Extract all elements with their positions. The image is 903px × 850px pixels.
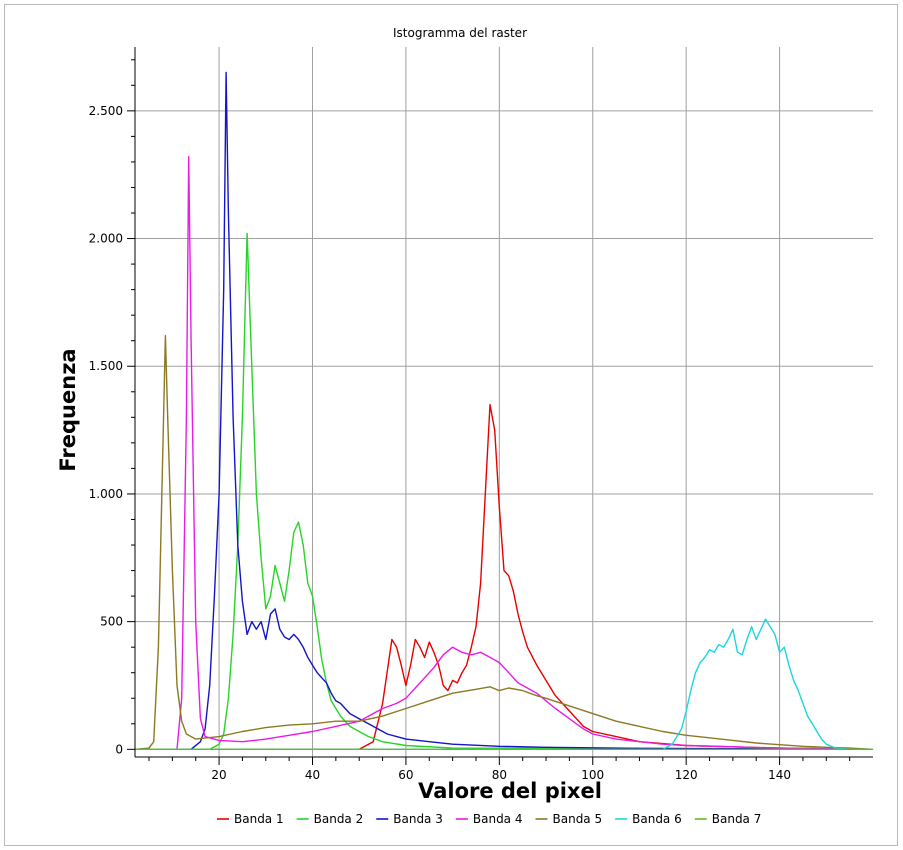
chart-title: Istogramma del raster xyxy=(393,26,527,40)
legend-entry: Banda 7 xyxy=(712,812,762,826)
y-tick-label: 2.500 xyxy=(89,104,123,118)
legend-entry: Banda 4 xyxy=(473,812,523,826)
x-tick-label: 40 xyxy=(305,768,320,782)
y-tick-label: 2.000 xyxy=(89,232,123,246)
series-line-banda-5 xyxy=(134,334,874,750)
series-line-banda-2 xyxy=(135,232,874,750)
x-axis-title: Valore del pixel xyxy=(418,779,602,803)
x-tick-label: 140 xyxy=(768,768,791,782)
y-tick-label: 500 xyxy=(100,615,123,629)
legend: Banda 1 Banda 2 Banda 3 Banda 4 Banda 5 Banda… xyxy=(217,812,761,826)
x-tick-label: 80 xyxy=(492,768,507,782)
x-tick-label: 100 xyxy=(581,768,604,782)
legend-entry: Banda 2 xyxy=(314,812,364,826)
legend-entry: Banda 5 xyxy=(553,812,603,826)
histogram-chart: Istogramma del raster 20 40 60 80 100 120 140 … xyxy=(56,26,874,826)
series-line-banda-3 xyxy=(135,71,874,750)
y-tick-label: 1.500 xyxy=(89,359,123,373)
chart-window: Istogramma del raster 20 40 60 80 100 120 140 … xyxy=(4,4,898,846)
legend-entry: Banda 6 xyxy=(632,812,682,826)
series-line-banda-6 xyxy=(135,618,873,750)
x-tick-label: 60 xyxy=(398,768,413,782)
x-tick-label: 20 xyxy=(211,768,226,782)
y-axis-title: Frequenza xyxy=(56,348,80,471)
x-tick-label: 120 xyxy=(675,768,698,782)
x-axis-ticks: 20 40 60 80 100 120 140 xyxy=(148,757,851,782)
y-tick-label: 0 xyxy=(115,742,123,756)
series-line-banda-1 xyxy=(135,403,874,750)
grid-lines xyxy=(135,47,873,757)
axes xyxy=(134,47,873,758)
series-line-banda-4 xyxy=(135,156,874,750)
y-axis-ticks: 0 500 1.000 1.500 2.000 2.500 xyxy=(89,59,135,756)
y-tick-label: 1.000 xyxy=(89,487,123,501)
series-lines xyxy=(134,71,874,750)
legend-entry: Banda 1 xyxy=(234,812,284,826)
legend-entry: Banda 3 xyxy=(393,812,443,826)
